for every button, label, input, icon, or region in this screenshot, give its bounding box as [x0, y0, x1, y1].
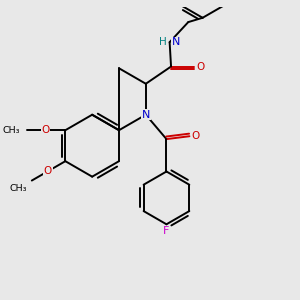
Text: O: O	[41, 125, 50, 135]
Text: N: N	[172, 37, 180, 47]
Text: N: N	[142, 110, 150, 120]
Text: CH₃: CH₃	[2, 126, 20, 135]
Text: O: O	[44, 166, 52, 176]
Text: H: H	[159, 37, 167, 47]
Text: F: F	[163, 226, 170, 236]
Text: CH₃: CH₃	[9, 184, 27, 193]
Text: O: O	[192, 131, 200, 141]
Text: O: O	[196, 61, 204, 71]
